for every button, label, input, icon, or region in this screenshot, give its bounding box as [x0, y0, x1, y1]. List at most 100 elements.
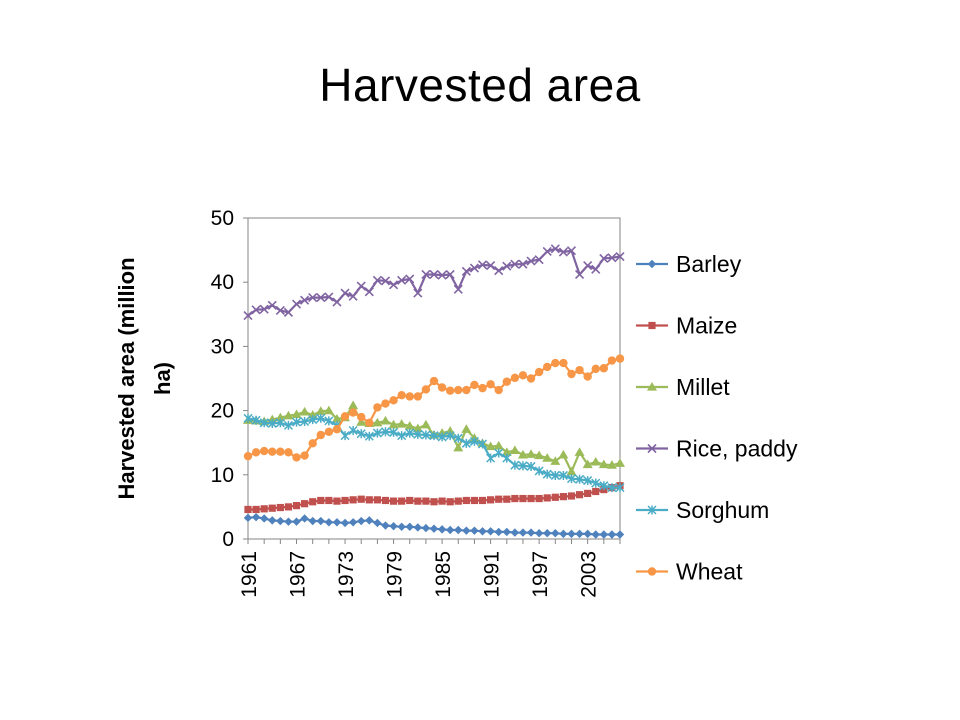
- data-point-maize: [422, 497, 430, 505]
- data-point-wheat: [526, 374, 536, 383]
- data-point-wheat: [559, 358, 568, 368]
- data-point-barley: [316, 516, 325, 526]
- series-wheat: [243, 354, 625, 462]
- data-point-wheat: [300, 451, 309, 460]
- y-axis-title: Harvested area (million: [114, 257, 139, 499]
- data-point-rice-paddy: [574, 269, 585, 280]
- data-point-wheat: [316, 430, 325, 440]
- data-point-sorghum: [380, 427, 391, 437]
- data-point-rice-paddy: [397, 275, 407, 285]
- data-point-wheat: [583, 372, 592, 381]
- data-point-barley: [526, 528, 536, 537]
- legend-item-sorghum: Sorghum: [636, 497, 769, 523]
- data-point-barley: [502, 527, 511, 537]
- data-point-sorghum: [243, 413, 253, 423]
- data-point-barley: [381, 521, 390, 530]
- data-point-barley: [251, 512, 261, 522]
- data-point-barley: [308, 516, 317, 526]
- data-point-maize: [244, 505, 252, 514]
- data-point-rice-paddy: [316, 293, 326, 303]
- data-point-barley: [445, 525, 455, 535]
- data-point-sorghum: [445, 431, 455, 441]
- data-point-rice-paddy: [364, 287, 374, 297]
- data-point-sorghum: [437, 432, 447, 442]
- data-point-millet: [461, 424, 472, 433]
- data-point-wheat: [445, 386, 455, 395]
- data-point-maize: [276, 503, 284, 512]
- legend-marker-millet: [647, 382, 657, 391]
- data-point-barley: [373, 518, 382, 528]
- data-point-millet: [348, 400, 359, 410]
- data-point-sorghum: [518, 461, 528, 471]
- data-point-rice-paddy: [267, 300, 277, 310]
- data-point-millet: [453, 442, 464, 452]
- data-point-sorghum: [615, 483, 625, 493]
- data-point-maize: [325, 496, 333, 505]
- legend-item-maize: Maize: [636, 313, 737, 339]
- data-point-barley: [429, 524, 439, 533]
- data-point-rice-paddy: [494, 266, 504, 276]
- data-point-sorghum: [575, 474, 585, 484]
- data-point-maize: [381, 496, 390, 505]
- data-point-maize: [389, 497, 398, 505]
- data-point-wheat: [348, 408, 358, 417]
- data-point-sorghum: [421, 430, 431, 440]
- data-point-barley: [567, 529, 576, 539]
- data-point-sorghum: [526, 461, 536, 471]
- data-point-wheat: [510, 373, 520, 383]
- legend: Barley Maize Millet Rice, paddy Sorghum Wheat: [636, 251, 798, 585]
- data-point-wheat: [340, 412, 350, 421]
- legend-label-wheat: Wheat: [676, 559, 743, 585]
- data-point-maize: [398, 497, 406, 505]
- data-point-rice-paddy: [591, 264, 601, 274]
- data-point-wheat: [259, 446, 269, 456]
- legend-item-rice-paddy: Rice, paddy: [636, 436, 798, 462]
- data-point-sorghum: [477, 439, 488, 449]
- legend-label-rice-paddy: Rice, paddy: [676, 436, 798, 462]
- data-point-barley: [421, 523, 431, 533]
- data-point-maize: [430, 498, 438, 506]
- data-point-rice-paddy: [340, 288, 350, 298]
- data-point-maize: [487, 496, 495, 504]
- data-point-barley: [486, 527, 495, 536]
- data-point-rice-paddy: [486, 260, 496, 271]
- data-point-wheat: [551, 358, 560, 368]
- data-point-barley: [413, 523, 423, 532]
- data-point-rice-paddy: [558, 247, 568, 257]
- data-point-rice-paddy: [243, 311, 253, 321]
- data-point-barley: [437, 525, 447, 534]
- data-point-millet: [558, 449, 569, 459]
- data-point-millet: [493, 440, 504, 450]
- data-point-maize: [341, 496, 349, 505]
- data-point-millet: [509, 445, 520, 455]
- data-point-barley: [534, 529, 544, 538]
- data-point-millet: [615, 458, 625, 467]
- data-point-barley: [518, 528, 528, 537]
- data-point-wheat: [462, 385, 471, 395]
- y-tick-label: 20: [211, 400, 234, 423]
- data-point-sorghum: [583, 476, 593, 486]
- data-point-sorghum: [348, 425, 358, 436]
- data-point-wheat: [429, 376, 439, 386]
- data-point-wheat: [332, 425, 342, 434]
- data-point-maize: [446, 498, 454, 506]
- data-point-millet: [412, 423, 423, 433]
- data-point-millet: [542, 453, 553, 462]
- data-point-rice-paddy: [348, 291, 358, 301]
- data-point-rice-paddy: [607, 253, 617, 263]
- data-point-sorghum: [259, 418, 269, 428]
- series-line-wheat: [247, 357, 621, 459]
- x-tick-label: 1973: [335, 551, 358, 598]
- data-point-barley: [454, 525, 463, 535]
- y-axis-title: ha): [150, 362, 175, 395]
- legend-label-barley: Barley: [676, 251, 742, 277]
- data-point-sorghum: [372, 428, 382, 438]
- y-tick-label: 30: [211, 335, 234, 358]
- series-barley: [243, 512, 625, 539]
- data-point-rice-paddy: [356, 281, 366, 291]
- data-point-sorghum: [486, 453, 496, 463]
- data-point-maize: [317, 496, 325, 505]
- data-point-millet: [291, 409, 302, 419]
- data-point-sorghum: [566, 474, 577, 484]
